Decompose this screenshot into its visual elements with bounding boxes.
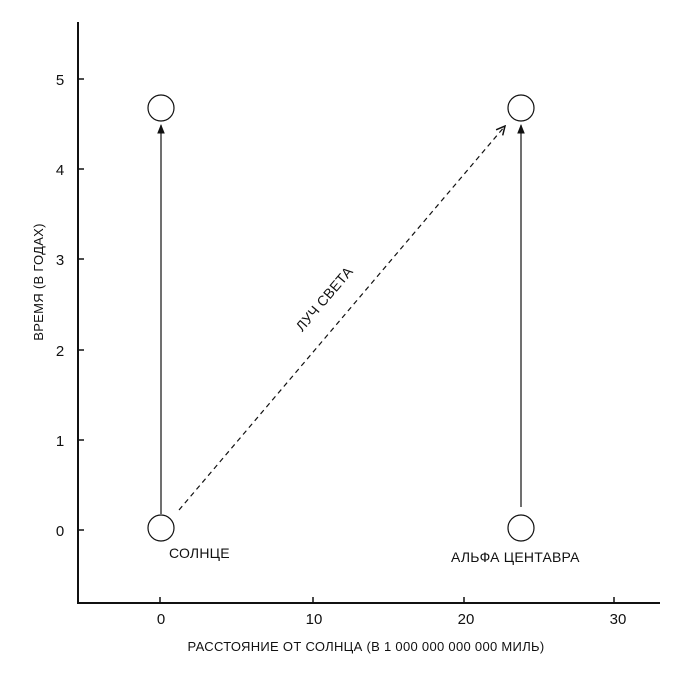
- sun-end-circle: [147, 94, 175, 122]
- y-ticks: [78, 78, 84, 531]
- y-tick-label-0: 0: [56, 523, 64, 540]
- x-tick-label-30: 30: [610, 611, 627, 628]
- alpha-centauri-worldline: АЛЬФА ЦЕНТАВРА: [451, 94, 580, 565]
- alpha-centauri-start-circle: [507, 514, 535, 542]
- sun-start-circle: [147, 514, 175, 542]
- y-axis-title: ВРЕМЯ (В ГОДАХ): [31, 223, 46, 341]
- x-tick-label-20: 20: [458, 611, 475, 628]
- y-tick-label-2: 2: [56, 343, 64, 360]
- y-tick-labels: 0 1 2 3 4 5: [56, 72, 64, 540]
- x-ticks: [159, 597, 615, 603]
- y-tick-label-1: 1: [56, 433, 64, 450]
- sun-label: СОЛНЦЕ: [169, 545, 230, 561]
- light-ray-dashed-arrow: [178, 126, 505, 511]
- light-ray-label: ЛУЧ СВЕТА: [292, 263, 356, 334]
- y-tick-label-3: 3: [56, 252, 64, 269]
- x-tick-label-0: 0: [157, 611, 165, 628]
- x-tick-label-10: 10: [306, 611, 323, 628]
- sun-worldline: СОЛНЦЕ: [147, 94, 230, 561]
- light-ray: ЛУЧ СВЕТА: [178, 126, 505, 511]
- alpha-centauri-end-circle: [507, 94, 535, 122]
- y-tick-label-5: 5: [56, 72, 64, 89]
- x-tick-labels: 0 10 20 30: [157, 611, 627, 628]
- alpha-centauri-label: АЛЬФА ЦЕНТАВРА: [451, 549, 580, 565]
- x-axis-title: РАССТОЯНИЕ ОТ СОЛНЦА (В 1 000 000 000 00…: [188, 639, 545, 654]
- y-tick-label-4: 4: [56, 162, 64, 179]
